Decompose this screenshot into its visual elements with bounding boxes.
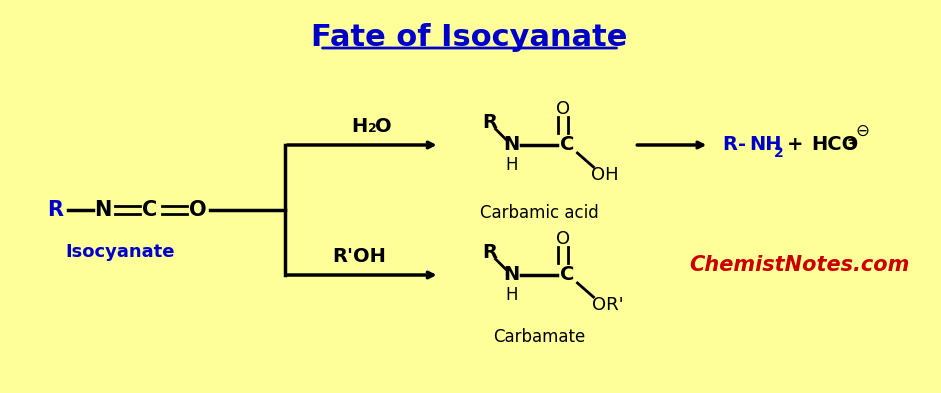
Text: ChemistNotes.com: ChemistNotes.com [689, 255, 909, 275]
Text: O: O [556, 100, 570, 118]
Text: N: N [503, 266, 519, 285]
Text: R: R [722, 136, 737, 154]
Text: Isocyanate: Isocyanate [65, 243, 175, 261]
Text: C: C [560, 266, 575, 285]
Text: Carbamic acid: Carbamic acid [480, 204, 598, 222]
Text: H: H [505, 156, 518, 174]
Text: Carbamate: Carbamate [493, 328, 585, 346]
Text: C: C [560, 136, 575, 154]
Text: NH: NH [749, 136, 782, 154]
Text: R'OH: R'OH [333, 248, 387, 266]
Text: Fate of Isocyanate: Fate of Isocyanate [311, 24, 628, 53]
Text: 3: 3 [846, 138, 855, 152]
Text: O: O [556, 230, 570, 248]
Text: O: O [375, 118, 391, 136]
Text: +: + [787, 136, 804, 154]
Text: 2: 2 [368, 122, 376, 135]
Text: O: O [189, 200, 207, 220]
Text: N: N [503, 136, 519, 154]
Text: R: R [47, 200, 63, 220]
Text: H: H [352, 118, 368, 136]
Text: C: C [142, 200, 157, 220]
Text: OH: OH [591, 166, 618, 184]
Text: R: R [482, 114, 497, 132]
Text: R: R [482, 244, 497, 263]
Text: OR': OR' [592, 296, 623, 314]
Text: N: N [94, 200, 112, 220]
Text: 2: 2 [774, 146, 784, 160]
Text: HCO: HCO [811, 136, 858, 154]
Text: ⊖: ⊖ [855, 122, 869, 140]
Text: -: - [739, 136, 746, 154]
Text: H: H [505, 286, 518, 304]
